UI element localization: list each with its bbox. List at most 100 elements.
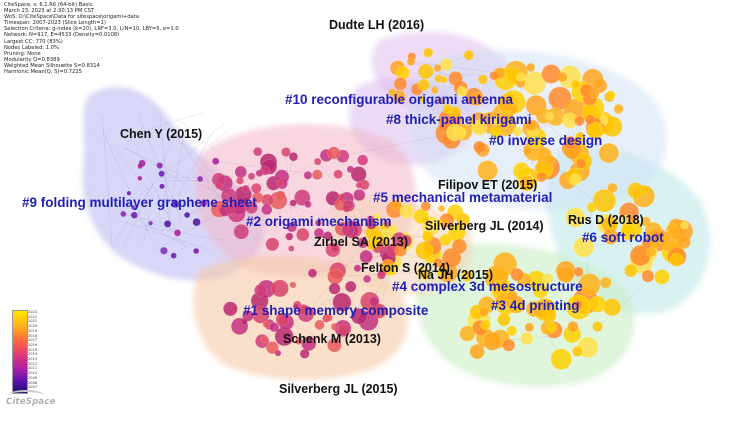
cited-reference-node[interactable] xyxy=(242,309,254,322)
cited-reference-node[interactable] xyxy=(393,77,408,91)
cited-reference-node[interactable] xyxy=(573,266,584,277)
cited-reference-node[interactable] xyxy=(669,252,684,267)
cited-reference-node[interactable] xyxy=(543,154,556,166)
cited-reference-node[interactable] xyxy=(665,223,681,238)
cited-reference-node[interactable] xyxy=(536,172,547,183)
cited-reference-node[interactable] xyxy=(680,221,689,230)
cited-reference-node[interactable] xyxy=(436,97,445,105)
cited-reference-node[interactable] xyxy=(599,115,609,125)
cited-reference-node[interactable] xyxy=(253,146,263,157)
cited-reference-node[interactable] xyxy=(516,72,526,83)
cited-reference-node[interactable] xyxy=(156,162,164,169)
cited-reference-node[interactable] xyxy=(289,199,297,207)
cited-reference-node[interactable] xyxy=(234,165,247,179)
cited-reference-node[interactable] xyxy=(314,219,322,227)
cited-reference-node[interactable] xyxy=(459,325,476,342)
cited-reference-node[interactable] xyxy=(369,296,379,307)
cited-reference-node[interactable] xyxy=(439,58,454,72)
cited-reference-node[interactable] xyxy=(338,193,346,202)
cited-reference-node[interactable] xyxy=(620,224,637,241)
cited-reference-node[interactable] xyxy=(451,238,467,254)
cited-reference-node[interactable] xyxy=(645,246,657,258)
cited-reference-node[interactable] xyxy=(130,204,136,210)
cited-reference-node[interactable] xyxy=(469,343,485,360)
cited-reference-node[interactable] xyxy=(420,271,430,280)
cited-reference-node[interactable] xyxy=(163,220,172,228)
cited-reference-node[interactable] xyxy=(311,169,323,181)
cited-reference-node[interactable] xyxy=(297,303,309,315)
cited-reference-node[interactable] xyxy=(225,203,236,215)
cited-reference-node[interactable] xyxy=(359,249,373,264)
cited-reference-node[interactable] xyxy=(341,223,355,237)
cited-reference-node[interactable] xyxy=(281,147,291,157)
cited-reference-node[interactable] xyxy=(275,190,286,201)
cited-reference-node[interactable] xyxy=(584,114,596,125)
cited-reference-node[interactable] xyxy=(353,264,362,273)
cited-reference-node[interactable] xyxy=(350,308,368,325)
cited-reference-node[interactable] xyxy=(130,211,138,219)
cited-reference-node[interactable] xyxy=(483,332,502,351)
cited-reference-node[interactable] xyxy=(381,258,395,272)
cited-reference-node[interactable] xyxy=(261,204,273,216)
cited-reference-node[interactable] xyxy=(441,248,462,268)
cited-reference-node[interactable] xyxy=(193,247,200,255)
cited-reference-node[interactable] xyxy=(523,146,533,156)
cited-reference-node[interactable] xyxy=(376,270,386,280)
cited-reference-node[interactable] xyxy=(456,85,468,97)
cited-reference-node[interactable] xyxy=(565,207,586,228)
cited-reference-node[interactable] xyxy=(363,274,372,284)
cited-reference-node[interactable] xyxy=(276,179,285,187)
cited-reference-node[interactable] xyxy=(173,229,182,237)
cited-reference-node[interactable] xyxy=(571,346,583,357)
cited-reference-node[interactable] xyxy=(399,203,415,219)
cited-reference-node[interactable] xyxy=(274,349,282,357)
cited-reference-node[interactable] xyxy=(333,169,343,179)
cited-reference-node[interactable] xyxy=(303,171,313,180)
cited-reference-node[interactable] xyxy=(471,119,488,136)
cited-reference-node[interactable] xyxy=(526,62,536,72)
cited-reference-node[interactable] xyxy=(183,211,191,219)
cited-reference-node[interactable] xyxy=(254,283,268,297)
cited-reference-node[interactable] xyxy=(346,165,355,174)
cited-reference-node[interactable] xyxy=(271,279,289,298)
cited-reference-node[interactable] xyxy=(541,64,561,84)
cited-reference-node[interactable] xyxy=(265,341,279,355)
cited-reference-node[interactable] xyxy=(545,111,555,121)
cited-reference-node[interactable] xyxy=(289,281,297,289)
cited-reference-node[interactable] xyxy=(159,183,165,190)
cited-reference-node[interactable] xyxy=(507,290,518,302)
cited-reference-node[interactable] xyxy=(519,175,535,192)
cited-reference-node[interactable] xyxy=(120,210,127,218)
cited-reference-node[interactable] xyxy=(327,146,341,160)
cited-reference-node[interactable] xyxy=(613,103,624,114)
cited-reference-node[interactable] xyxy=(563,135,578,150)
cited-reference-node[interactable] xyxy=(641,269,655,283)
cited-reference-node[interactable] xyxy=(477,74,488,85)
cited-reference-node[interactable] xyxy=(241,184,250,193)
cited-reference-node[interactable] xyxy=(586,202,597,213)
cited-reference-node[interactable] xyxy=(126,190,132,196)
cited-reference-node[interactable] xyxy=(490,116,501,127)
cited-reference-node[interactable] xyxy=(651,231,661,241)
cited-reference-node[interactable] xyxy=(353,188,366,202)
cited-reference-node[interactable] xyxy=(621,214,632,225)
cited-reference-node[interactable] xyxy=(357,154,369,166)
cited-reference-node[interactable] xyxy=(307,268,318,278)
cited-reference-node[interactable] xyxy=(148,220,154,226)
cited-reference-node[interactable] xyxy=(296,228,310,242)
cited-reference-node[interactable] xyxy=(442,103,453,114)
cited-reference-node[interactable] xyxy=(233,223,250,240)
cited-reference-node[interactable] xyxy=(323,231,333,241)
cited-reference-node[interactable] xyxy=(275,312,290,327)
cited-reference-node[interactable] xyxy=(344,280,357,293)
cited-reference-node[interactable] xyxy=(214,181,223,190)
cited-reference-node[interactable] xyxy=(640,216,651,227)
cited-reference-node[interactable] xyxy=(420,200,431,212)
cited-reference-node[interactable] xyxy=(574,115,585,127)
cited-reference-node[interactable] xyxy=(398,239,407,248)
cited-reference-node[interactable] xyxy=(196,175,204,183)
cited-reference-node[interactable] xyxy=(294,337,303,345)
cited-reference-node[interactable] xyxy=(388,88,397,97)
cited-reference-node[interactable] xyxy=(479,307,489,317)
cited-reference-node[interactable] xyxy=(640,185,650,195)
